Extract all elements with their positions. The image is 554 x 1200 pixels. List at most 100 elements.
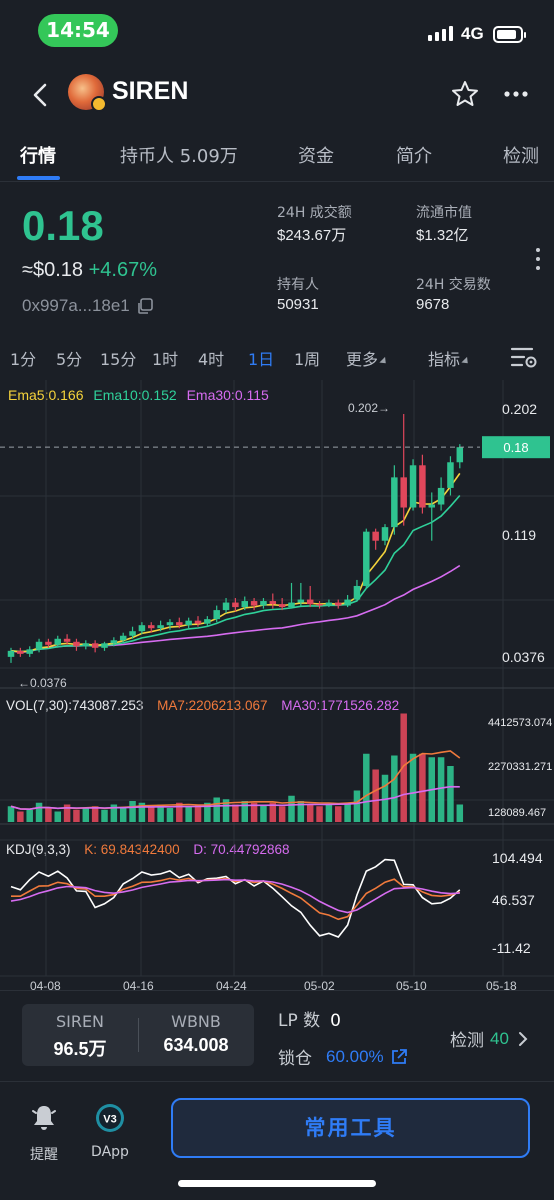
interval-1w[interactable]: 1周: [294, 350, 321, 369]
volume-bar: [17, 811, 24, 822]
current-price-tag: [482, 436, 550, 459]
volume-bar: [335, 806, 342, 822]
price-axis-label: 0.202: [502, 401, 537, 417]
kdj-title: KDJ(9,3,3): [6, 842, 71, 857]
lp-label: LP 数: [278, 1011, 321, 1031]
candle-body: [110, 640, 118, 644]
kdj-axis-label: 104.494: [492, 850, 543, 866]
pair-separator: [138, 1018, 139, 1052]
x-axis-label: 05-02: [304, 979, 335, 993]
volume-bar: [353, 790, 361, 822]
alert-label: 提醒: [30, 1147, 58, 1163]
candle-body: [91, 643, 99, 648]
candle-body: [400, 477, 407, 508]
x-axis-label: 04-24: [216, 979, 247, 993]
candle-body: [138, 625, 146, 632]
stat-value-volume: $243.67万: [277, 227, 347, 244]
contract-address-text: 0x997a...18e1: [22, 296, 130, 315]
current-price: 0.18: [22, 202, 104, 249]
copy-icon[interactable]: [136, 297, 154, 315]
tab-market[interactable]: 行情: [20, 146, 56, 167]
contract-address[interactable]: 0x997a...18e1: [22, 296, 154, 316]
volume-bar: [35, 802, 43, 822]
price-chart[interactable]: 0.18 0.202 0.119 0.0376 0.202→ ←0.0376 4412573…: [0, 380, 554, 1000]
candle-body: [73, 641, 80, 647]
d-value: D: 70.44792868: [193, 842, 290, 857]
interval-1m[interactable]: 1分: [10, 350, 37, 369]
common-tools-button[interactable]: 常用工具: [171, 1098, 530, 1158]
interval-1h[interactable]: 1时: [152, 350, 179, 369]
volume-bar: [288, 795, 295, 822]
volume-bar: [73, 809, 80, 822]
candle-body: [260, 601, 267, 606]
candle-body: [241, 601, 248, 608]
candle-body: [456, 447, 464, 463]
kdj-axis-label: -11.42: [492, 940, 531, 956]
network-type: 4G: [461, 24, 484, 43]
candle-body: [297, 599, 305, 603]
volume-bar: [372, 769, 379, 822]
divider: [0, 990, 554, 991]
check-label: 检测: [450, 1031, 484, 1051]
kdj-legend: KDJ(9,3,3) K: 69.84342400 D: 70.44792868: [6, 842, 300, 857]
candle-body: [409, 465, 417, 508]
divider: [0, 1081, 554, 1082]
volume-bar: [148, 806, 155, 822]
chart-settings-icon[interactable]: [510, 344, 538, 370]
candle-body: [363, 531, 370, 586]
candle-body: [101, 643, 108, 648]
candle-body: [391, 477, 398, 528]
tab-intro[interactable]: 简介: [396, 146, 432, 167]
stat-value-trades: 9678: [416, 296, 450, 313]
volume-bar: [222, 799, 230, 822]
price-axis-label: 0.0376: [502, 649, 545, 665]
security-check[interactable]: 检测 40: [450, 1026, 529, 1051]
candle-body: [447, 462, 454, 488]
volume-bar: [232, 804, 239, 822]
volume-bar: [204, 802, 211, 822]
k-line: [11, 877, 461, 921]
chevron-left-icon[interactable]: [28, 80, 54, 110]
more-dots-icon[interactable]: [502, 82, 530, 106]
volume-bar: [194, 804, 202, 822]
candle-body: [45, 641, 52, 645]
chevron-right-icon: [518, 1031, 528, 1046]
dapp-label: DApp: [91, 1144, 129, 1160]
x-axis-label: 04-08: [30, 979, 61, 993]
tab-holders[interactable]: 持币人 5.09万: [120, 146, 238, 167]
alert-button[interactable]: 提醒: [14, 1102, 74, 1164]
indicator-label: 指标: [428, 350, 461, 369]
volume-bar: [381, 774, 389, 822]
candle-body: [222, 602, 230, 611]
lock-ratio[interactable]: 锁仓 60.00%: [278, 1044, 408, 1069]
volume-bar: [250, 802, 258, 822]
stat-value-mcap: $1.32亿: [416, 227, 469, 244]
interval-1d[interactable]: 1日: [248, 350, 275, 369]
stat-label-trades: 24H 交易数: [416, 277, 491, 293]
tab-funds[interactable]: 资金: [298, 146, 334, 167]
volume-bar: [260, 804, 267, 822]
interval-4h[interactable]: 4时: [198, 350, 225, 369]
lp-count: LP 数 0: [278, 1006, 341, 1031]
bottom-toolbar: 提醒 V3 DApp 常用工具: [0, 1086, 554, 1200]
max-price-marker: 0.202→: [348, 401, 390, 415]
candle-body: [269, 601, 277, 605]
volume-bar: [54, 811, 61, 822]
dapp-button[interactable]: V3 DApp: [80, 1102, 140, 1160]
min-price-marker: ←0.0376: [18, 676, 67, 690]
current-price-tag-label: 0.18: [503, 440, 528, 455]
external-link-icon[interactable]: [390, 1048, 408, 1066]
volume-bar: [409, 753, 417, 822]
interval-5m[interactable]: 5分: [56, 350, 83, 369]
candle-body: [316, 604, 323, 606]
lp-value: 0: [330, 1011, 341, 1031]
indicator-menu[interactable]: 指标: [428, 346, 471, 370]
tab-check[interactable]: 检测: [503, 146, 539, 167]
volume-bar: [278, 806, 286, 822]
vertical-dots-icon[interactable]: [534, 246, 542, 272]
volume-bar: [138, 802, 146, 822]
star-icon[interactable]: [450, 79, 480, 109]
interval-15m[interactable]: 15分: [100, 350, 137, 369]
interval-more[interactable]: 更多: [346, 346, 389, 370]
volume-bar: [419, 753, 426, 822]
